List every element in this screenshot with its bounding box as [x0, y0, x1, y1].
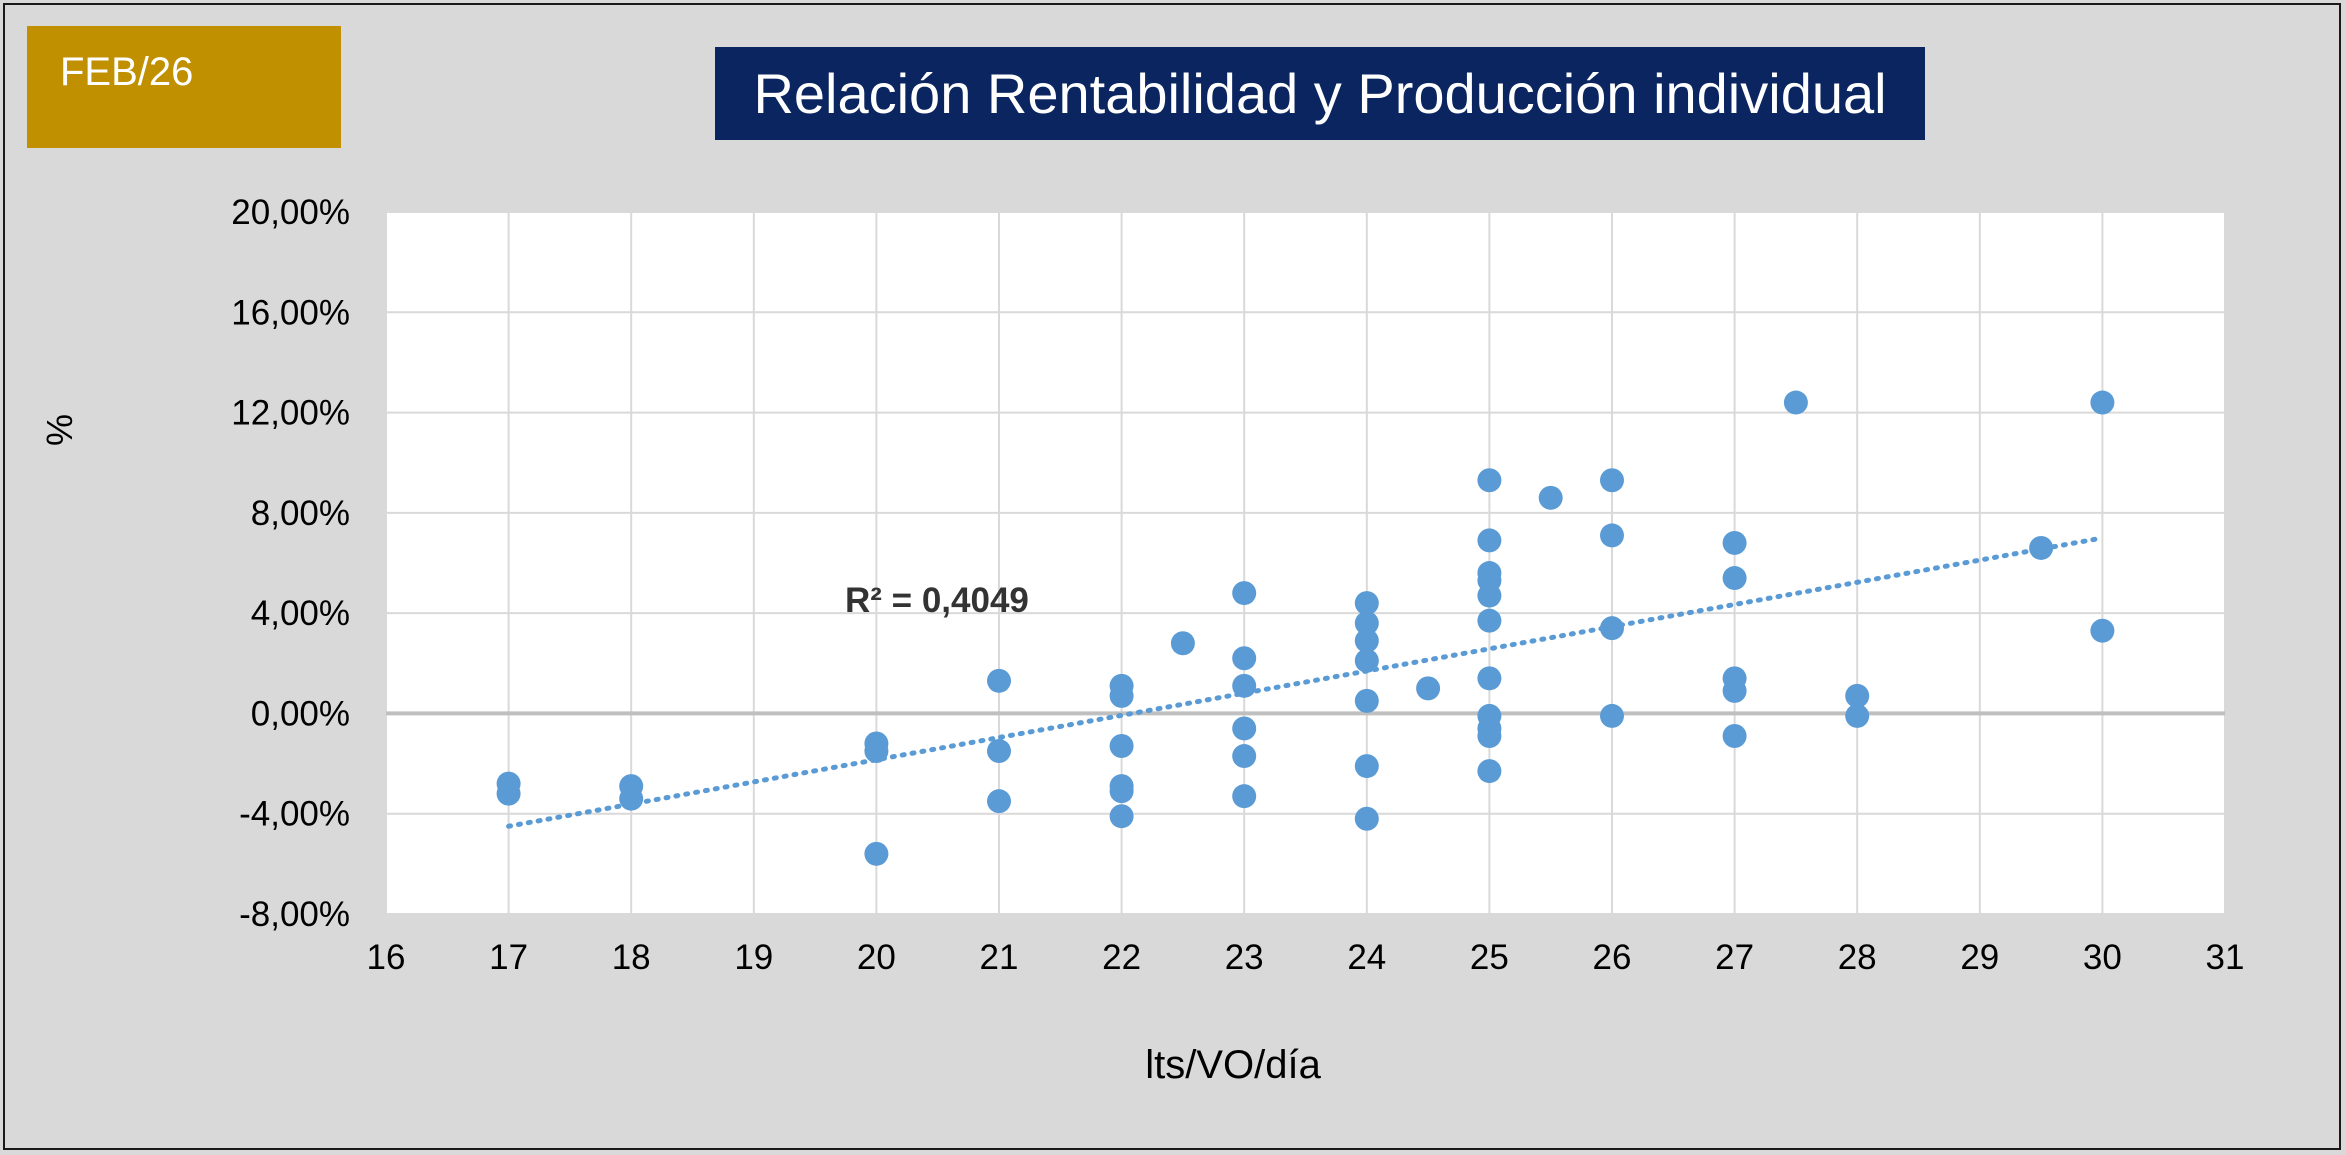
data-point	[1354, 648, 1379, 673]
x-tick-label: 25	[1470, 938, 1509, 977]
x-tick-label: 26	[1593, 938, 1632, 977]
data-point	[1232, 716, 1257, 741]
data-point	[1477, 759, 1502, 784]
period-badge-label: FEB/26	[60, 50, 194, 94]
data-point	[1109, 779, 1134, 804]
data-point	[2090, 618, 2115, 643]
y-tick-label: -4,00%	[239, 795, 350, 834]
x-axis-label: lts/VO/día	[1145, 1043, 1321, 1087]
y-tick-label: 12,00%	[231, 394, 350, 433]
data-point	[1109, 734, 1134, 759]
r-squared-annotation: R² = 0,4049	[845, 581, 1029, 620]
points-layer	[496, 390, 2115, 866]
data-point	[1783, 390, 1808, 415]
y-tick-label: 0,00%	[251, 694, 350, 733]
x-tick-label: 23	[1225, 938, 1264, 977]
y-tick-label: 8,00%	[251, 494, 350, 533]
x-tick-label: 20	[857, 938, 896, 977]
y-tick-label: -8,00%	[239, 895, 350, 934]
data-point	[1170, 631, 1195, 656]
period-badge: FEB/26	[27, 26, 341, 148]
data-point	[864, 841, 889, 866]
data-point	[1354, 688, 1379, 713]
data-point	[1477, 528, 1502, 553]
data-point	[1722, 566, 1747, 591]
x-tick-label: 16	[367, 938, 406, 977]
data-point	[1232, 673, 1257, 698]
data-point	[1109, 683, 1134, 708]
data-point	[1477, 723, 1502, 748]
data-point	[1109, 804, 1134, 829]
chart-title-box: Relación Rentabilidad y Producción indiv…	[715, 47, 1925, 140]
data-point	[1600, 703, 1624, 728]
data-point	[1354, 754, 1379, 779]
data-point	[1477, 583, 1502, 608]
data-point	[2090, 390, 2115, 415]
data-point	[1845, 683, 1870, 708]
data-point	[1538, 485, 1563, 510]
data-point	[1600, 523, 1624, 548]
grid-layer	[385, 211, 2226, 915]
data-point	[864, 739, 889, 764]
chart-title: Relación Rentabilidad y Producción indiv…	[753, 62, 1887, 125]
x-tick-label: 28	[1838, 938, 1877, 977]
x-tick-label: 31	[2206, 938, 2245, 977]
data-point	[1477, 666, 1502, 691]
data-point	[1232, 646, 1257, 671]
y-axis-label: %	[39, 414, 80, 446]
data-point	[1354, 591, 1379, 616]
data-point	[987, 789, 1011, 814]
data-point	[987, 668, 1011, 693]
y-tick-label: 20,00%	[231, 193, 350, 232]
x-tick-label: 22	[1102, 938, 1141, 977]
data-point	[1600, 616, 1624, 641]
data-point	[1722, 723, 1747, 748]
x-tick-label: 17	[489, 938, 528, 977]
x-tick-label: 27	[1715, 938, 1754, 977]
x-tick-label: 18	[612, 938, 651, 977]
x-tick-label: 30	[2083, 938, 2122, 977]
x-tick-label: 24	[1347, 938, 1386, 977]
data-point	[1722, 678, 1747, 703]
data-point	[1354, 611, 1379, 636]
data-point	[1845, 703, 1870, 728]
data-point	[1600, 468, 1624, 493]
data-point	[1416, 676, 1441, 701]
data-point	[496, 781, 521, 806]
plot-area	[386, 212, 2225, 914]
data-point	[1477, 608, 1502, 633]
data-point	[1477, 468, 1502, 493]
x-tick-label: 29	[1960, 938, 1999, 977]
data-point	[987, 739, 1011, 764]
data-point	[1354, 806, 1379, 831]
labels-layer: 16 17 18 19 20 21 22 23 24 25 26 27 28 29 30 31 -8,00% -4…	[231, 193, 2244, 977]
trend-layer	[506, 535, 2105, 829]
data-point	[1354, 628, 1379, 653]
x-tick-label: 19	[734, 938, 773, 977]
x-tick-label: 21	[980, 938, 1019, 977]
data-point	[1232, 581, 1257, 606]
data-point	[1232, 744, 1257, 769]
data-point	[1232, 784, 1257, 809]
data-point	[619, 786, 644, 811]
data-point	[1722, 530, 1747, 555]
data-point	[2029, 535, 2054, 560]
y-tick-label: 16,00%	[231, 293, 350, 332]
y-tick-label: 4,00%	[251, 594, 350, 633]
trendline	[506, 535, 2105, 829]
